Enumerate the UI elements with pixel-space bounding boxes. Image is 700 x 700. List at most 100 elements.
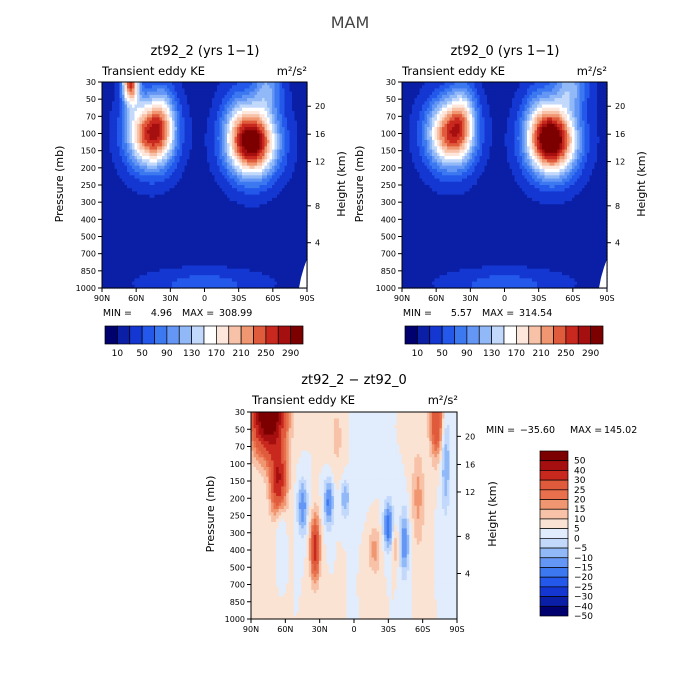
panel-a-cell [147,217,151,222]
panel-a-cell [129,204,133,209]
panel-a-cell [134,246,138,250]
panel-a-cell [244,226,248,231]
panel-a-cell [299,94,303,99]
panel-a-cell [142,265,146,270]
panel-a-cell [149,172,153,176]
panel-a-cell [194,265,198,270]
panel-a-cell [174,268,178,273]
panel-a-cell [144,191,148,196]
panel-a-cell [237,146,241,151]
panel-a-cell [102,133,106,138]
panel-a-cell [177,210,181,215]
panel-a-cell [207,191,211,196]
panel-a-cell [137,101,141,106]
panel-a-cell [242,120,246,125]
panel-a-cell [227,259,231,263]
panel-a-cell [104,191,108,196]
panel-a-cell [147,143,151,147]
panel-a-cell [104,230,108,234]
panel-a-cell [147,265,151,270]
panel-a-cell [149,181,153,186]
panel-a-cell [269,239,273,244]
panel-a-cell [217,139,221,144]
panel-a-cell [242,265,246,270]
panel-a-cell [209,127,213,131]
panel-a-cell [119,271,123,276]
panel-a-cell [187,213,191,218]
panel-a-cell [149,236,153,241]
panel-a-cell [259,181,263,186]
panel-a-cell [229,107,233,112]
panel-a-cell [197,136,201,141]
panel-a-cell [227,133,231,138]
panel-a-cell [242,152,246,157]
panel-a-cell [137,246,141,250]
panel-a-cell [197,210,201,215]
panel-a-cell [287,255,291,260]
panel-a-cell [112,197,116,202]
panel-a-cell [244,188,248,193]
panel-a-cell [104,213,108,218]
panel-a-cell [117,159,121,164]
panel-a-cell [247,197,251,202]
panel-a-cell [152,226,156,231]
panel-a-cell [127,262,131,267]
panel-a-cell [222,120,226,125]
panel-a-cell [159,242,163,247]
panel-a-cell [139,136,143,141]
panel-a-cell [249,146,253,151]
panel-a-cell [139,130,143,135]
panel-a-cell [119,233,123,238]
panel-a-cell [299,223,303,228]
panel-a-cell [227,152,231,157]
panel-a-cell [284,159,288,164]
panel-a-cell [152,162,156,167]
panel-a-cell [292,268,296,273]
panel-a-cell [192,130,196,135]
panel-a-cell [144,233,148,238]
panel-a-cell [197,101,201,106]
panel-a-cell [214,194,218,199]
panel-a-cell [279,181,283,186]
panel-a-cell [232,239,236,244]
panel-a-cell [139,252,143,257]
panel-a-cell [187,152,191,157]
panel-a-cell [157,152,161,157]
panel-a-cell [139,242,143,247]
panel-a-cell [172,181,176,186]
panel-a-cell [187,204,191,209]
panel-a-cell [257,159,261,164]
panel-a-cell [217,226,221,231]
panel-a-cell [182,94,186,99]
panel-a-cell [122,133,126,138]
panel-a-cell [112,149,116,154]
panel-a-cell [177,181,181,186]
panel-a-cell [229,268,233,273]
panel-a-cell [102,252,106,257]
panel-a-cell [107,168,111,173]
panel-a-cell [202,188,206,193]
panel-a-cell [209,123,213,128]
panel-a-cell [217,110,221,115]
panel-a-cell [229,242,233,247]
panel-a-cell [244,117,248,122]
panel-a-cell [192,101,196,106]
panel-a-cell [152,146,156,151]
panel-a-cell [282,230,286,234]
panel-a-cell [117,82,121,86]
panel-a-cell [277,85,281,90]
panel-a-cell [199,178,203,183]
panel-a-cell [197,262,201,267]
panel-a-cell [187,98,191,102]
panel-a-cell [217,152,221,157]
panel-a-cell [162,181,166,186]
panel-a-cell [107,271,111,276]
panel-a-cell [299,259,303,263]
panel-a-cell [102,230,106,234]
panel-a-cell [214,213,218,218]
panel-a-cell [207,91,211,96]
panel-a-cell [289,104,293,109]
panel-a-cell [277,181,281,186]
panel-a-cell [119,230,123,234]
panel-a-cell [204,130,208,135]
